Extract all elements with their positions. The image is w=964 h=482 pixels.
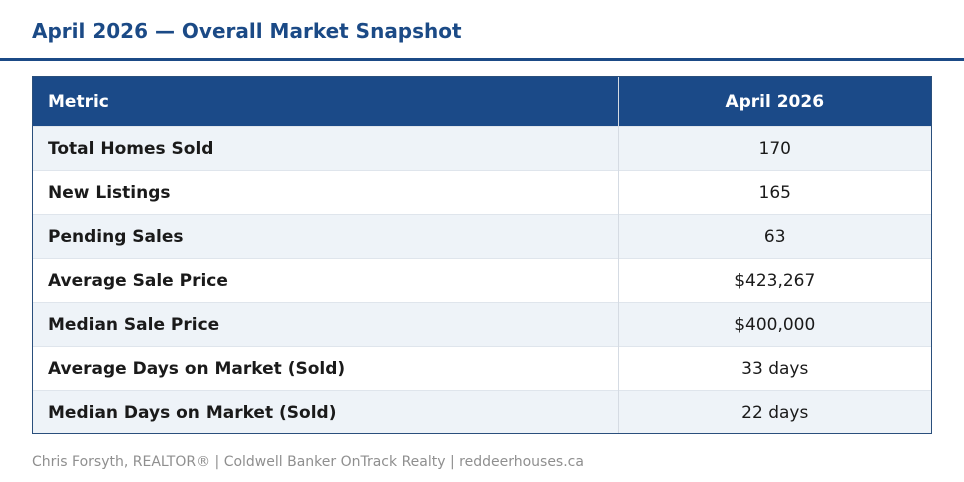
- row-metric-label: Average Sale Price: [33, 258, 618, 303]
- row-metric-label: Median Days on Market (Sold): [33, 390, 618, 433]
- row-metric-label: New Listings: [33, 170, 618, 215]
- snapshot-table-container: Metric April 2026 Total Homes Sold 170 N…: [32, 76, 932, 434]
- row-metric-label: Pending Sales: [33, 214, 618, 259]
- table-header-row: Metric April 2026: [33, 77, 931, 127]
- row-metric-value: 22 days: [617, 390, 931, 433]
- footer-credit: Chris Forsyth, REALTOR® | Coldwell Banke…: [32, 454, 584, 470]
- table-row: Average Sale Price $423,267: [33, 258, 931, 303]
- page-title: April 2026 — Overall Market Snapshot: [32, 19, 462, 43]
- market-snapshot-table: Metric April 2026 Total Homes Sold 170 N…: [33, 77, 931, 433]
- row-metric-label: Median Sale Price: [33, 302, 618, 347]
- table-row: New Listings 165: [33, 170, 931, 215]
- table-row: Pending Sales 63: [33, 214, 931, 259]
- row-metric-label: Average Days on Market (Sold): [33, 346, 618, 391]
- row-metric-value: 63: [617, 214, 931, 259]
- column-header-period: April 2026: [617, 77, 931, 127]
- row-metric-value: $423,267: [617, 258, 931, 303]
- row-metric-value: 165: [617, 170, 931, 215]
- table-row: Median Sale Price $400,000: [33, 302, 931, 347]
- row-metric-value: $400,000: [617, 302, 931, 347]
- row-metric-label: Total Homes Sold: [33, 126, 618, 171]
- title-divider: [0, 58, 964, 61]
- table-row: Average Days on Market (Sold) 33 days: [33, 346, 931, 391]
- table-row: Total Homes Sold 170: [33, 126, 931, 171]
- column-header-metric: Metric: [33, 77, 618, 127]
- row-metric-value: 170: [617, 126, 931, 171]
- row-metric-value: 33 days: [617, 346, 931, 391]
- table-row: Median Days on Market (Sold) 22 days: [33, 390, 931, 433]
